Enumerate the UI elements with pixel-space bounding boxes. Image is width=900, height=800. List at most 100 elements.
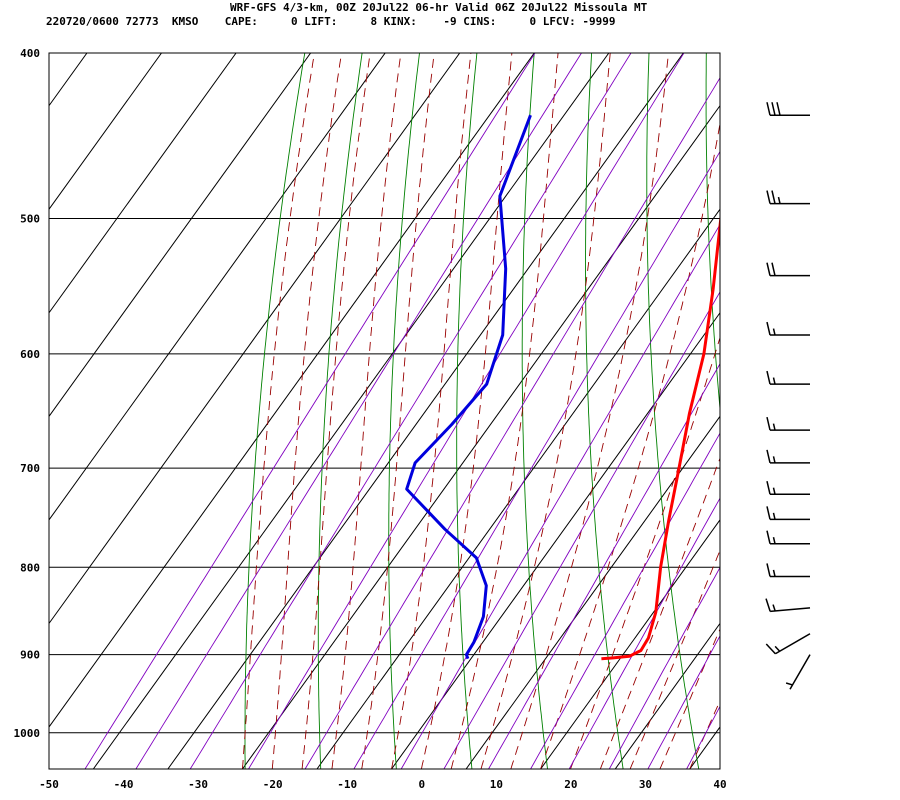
y-tick-label: 700 [20,462,40,475]
x-tick-label: 30 [639,778,652,791]
x-tick-label: 10 [490,778,503,791]
isotherm-20 [540,519,720,769]
y-tick-label: 500 [20,213,40,226]
wind-barb [766,481,810,495]
moist-adiabat--4 [361,53,435,769]
y-tick-label: 800 [20,561,40,574]
isotherm--120 [0,53,12,769]
mixing-ratio-4 [400,223,720,769]
moist-adiabat-28 [599,457,720,769]
x-tick-label: 0 [418,778,425,791]
dry-adiabat-270 [388,53,420,769]
dry-adiabat-330 [764,53,850,769]
wind-barb [765,598,811,613]
wind-barb [766,449,810,464]
mixing-ratio-0.4 [189,53,632,769]
temperature-profile [601,214,720,661]
moist-adiabat-44 [719,766,720,769]
isotherm--110 [49,53,88,107]
isotherm--40 [92,53,610,769]
isotherm-10 [465,415,720,769]
mixing-ratio-25 [608,566,720,769]
wind-barb [766,506,810,521]
dry-adiabat-310 [646,53,700,769]
x-tick-label: -20 [263,778,283,791]
mixing-ratio-13 [530,432,720,769]
isotherm--50 [49,53,535,728]
x-tick-label: -50 [39,778,59,791]
isotherm--90 [49,53,237,314]
dewpoint-profile [405,114,532,660]
dry-adiabat-300 [585,53,624,769]
isotherm-30 [614,622,720,769]
mixing-ratio-6 [443,291,720,769]
x-tick-label: 20 [564,778,577,791]
mixing-ratio-18 [568,497,720,769]
moist-adiabat-36 [659,628,720,769]
dry-adiabat-250 [244,53,306,769]
isotherm-40 [689,726,720,769]
mixing-ratio-1.5 [304,77,720,769]
moist-adiabat-0 [391,53,472,769]
wind-barb [766,102,810,116]
mixing-ratio-0.8 [248,53,685,769]
chart-header: WRF-GFS 4/3-km, 00Z 20Jul22 06-hr Valid … [0,0,900,34]
dry-adiabat-340 [821,53,900,769]
wind-barb [766,321,810,336]
moist-adiabat--20 [241,53,315,769]
chart-title: WRF-GFS 4/3-km, 00Z 20Jul22 06-hr Valid … [230,1,648,14]
x-tick-label: -30 [188,778,208,791]
dry-adiabat-280 [456,53,478,769]
mixing-ratio-46 [686,705,720,769]
isotherm--70 [49,53,386,521]
moist-adiabat-24 [570,336,720,769]
x-tick-label: -10 [337,778,357,791]
axis-tick-labels: 400 500 600 700 800 900 1000 -50 -40 -30 -20 -10 0 10… [14,47,727,791]
wind-barb [765,633,811,655]
wind-barb [785,654,811,690]
wind-barb-column [765,102,811,690]
mixing-ratio-9 [488,362,720,769]
x-tick-label: 40 [713,778,726,791]
moist-adiabat-4 [420,53,513,769]
background-grid [0,53,900,769]
isotherm--20 [242,104,720,769]
wind-barb [766,416,810,431]
mixing-ratio-60 [721,53,900,769]
dry-adiabat-260 [317,53,363,769]
isotherm--60 [49,53,461,625]
y-tick-label: 900 [20,649,40,662]
mixing-ratio-34 [647,635,720,769]
profile-lines [405,114,720,661]
y-tick-label: 400 [20,47,40,60]
isotherm--100 [49,53,162,211]
plot-frame [48,52,721,770]
wind-barb [766,262,810,277]
dry-adiabat-290 [521,53,548,769]
mixing-ratio-0.2 [135,53,582,769]
isotherm-0 [391,311,720,769]
wind-barb [766,563,810,578]
y-tick-label: 1000 [14,727,41,740]
mixing-ratio-2.5 [353,150,720,769]
sounding-stats: 220720/0600 72773 KMSO CAPE: 0 LIFT: 8 K… [46,15,616,28]
dry-adiabat-320 [705,53,720,413]
isotherm--10 [316,208,720,769]
moist-adiabat-12 [480,53,611,769]
moist-adiabat--12 [301,53,371,769]
moist-adiabat-20 [540,120,720,769]
isotherm--80 [49,53,312,418]
y-tick-label: 600 [20,348,40,361]
dry-adiabat-350 [879,53,900,769]
moist-adiabat-8 [450,53,559,769]
wind-barb [766,190,810,205]
mixing-ratio-0.1 [84,53,536,769]
moist-adiabat--16 [271,53,342,769]
moist-adiabat-40 [689,699,720,769]
wind-barb [766,370,810,385]
isotherm--30 [167,53,684,769]
wind-barb [766,530,810,545]
moist-adiabat-16 [510,53,669,769]
x-tick-label: -40 [114,778,134,791]
